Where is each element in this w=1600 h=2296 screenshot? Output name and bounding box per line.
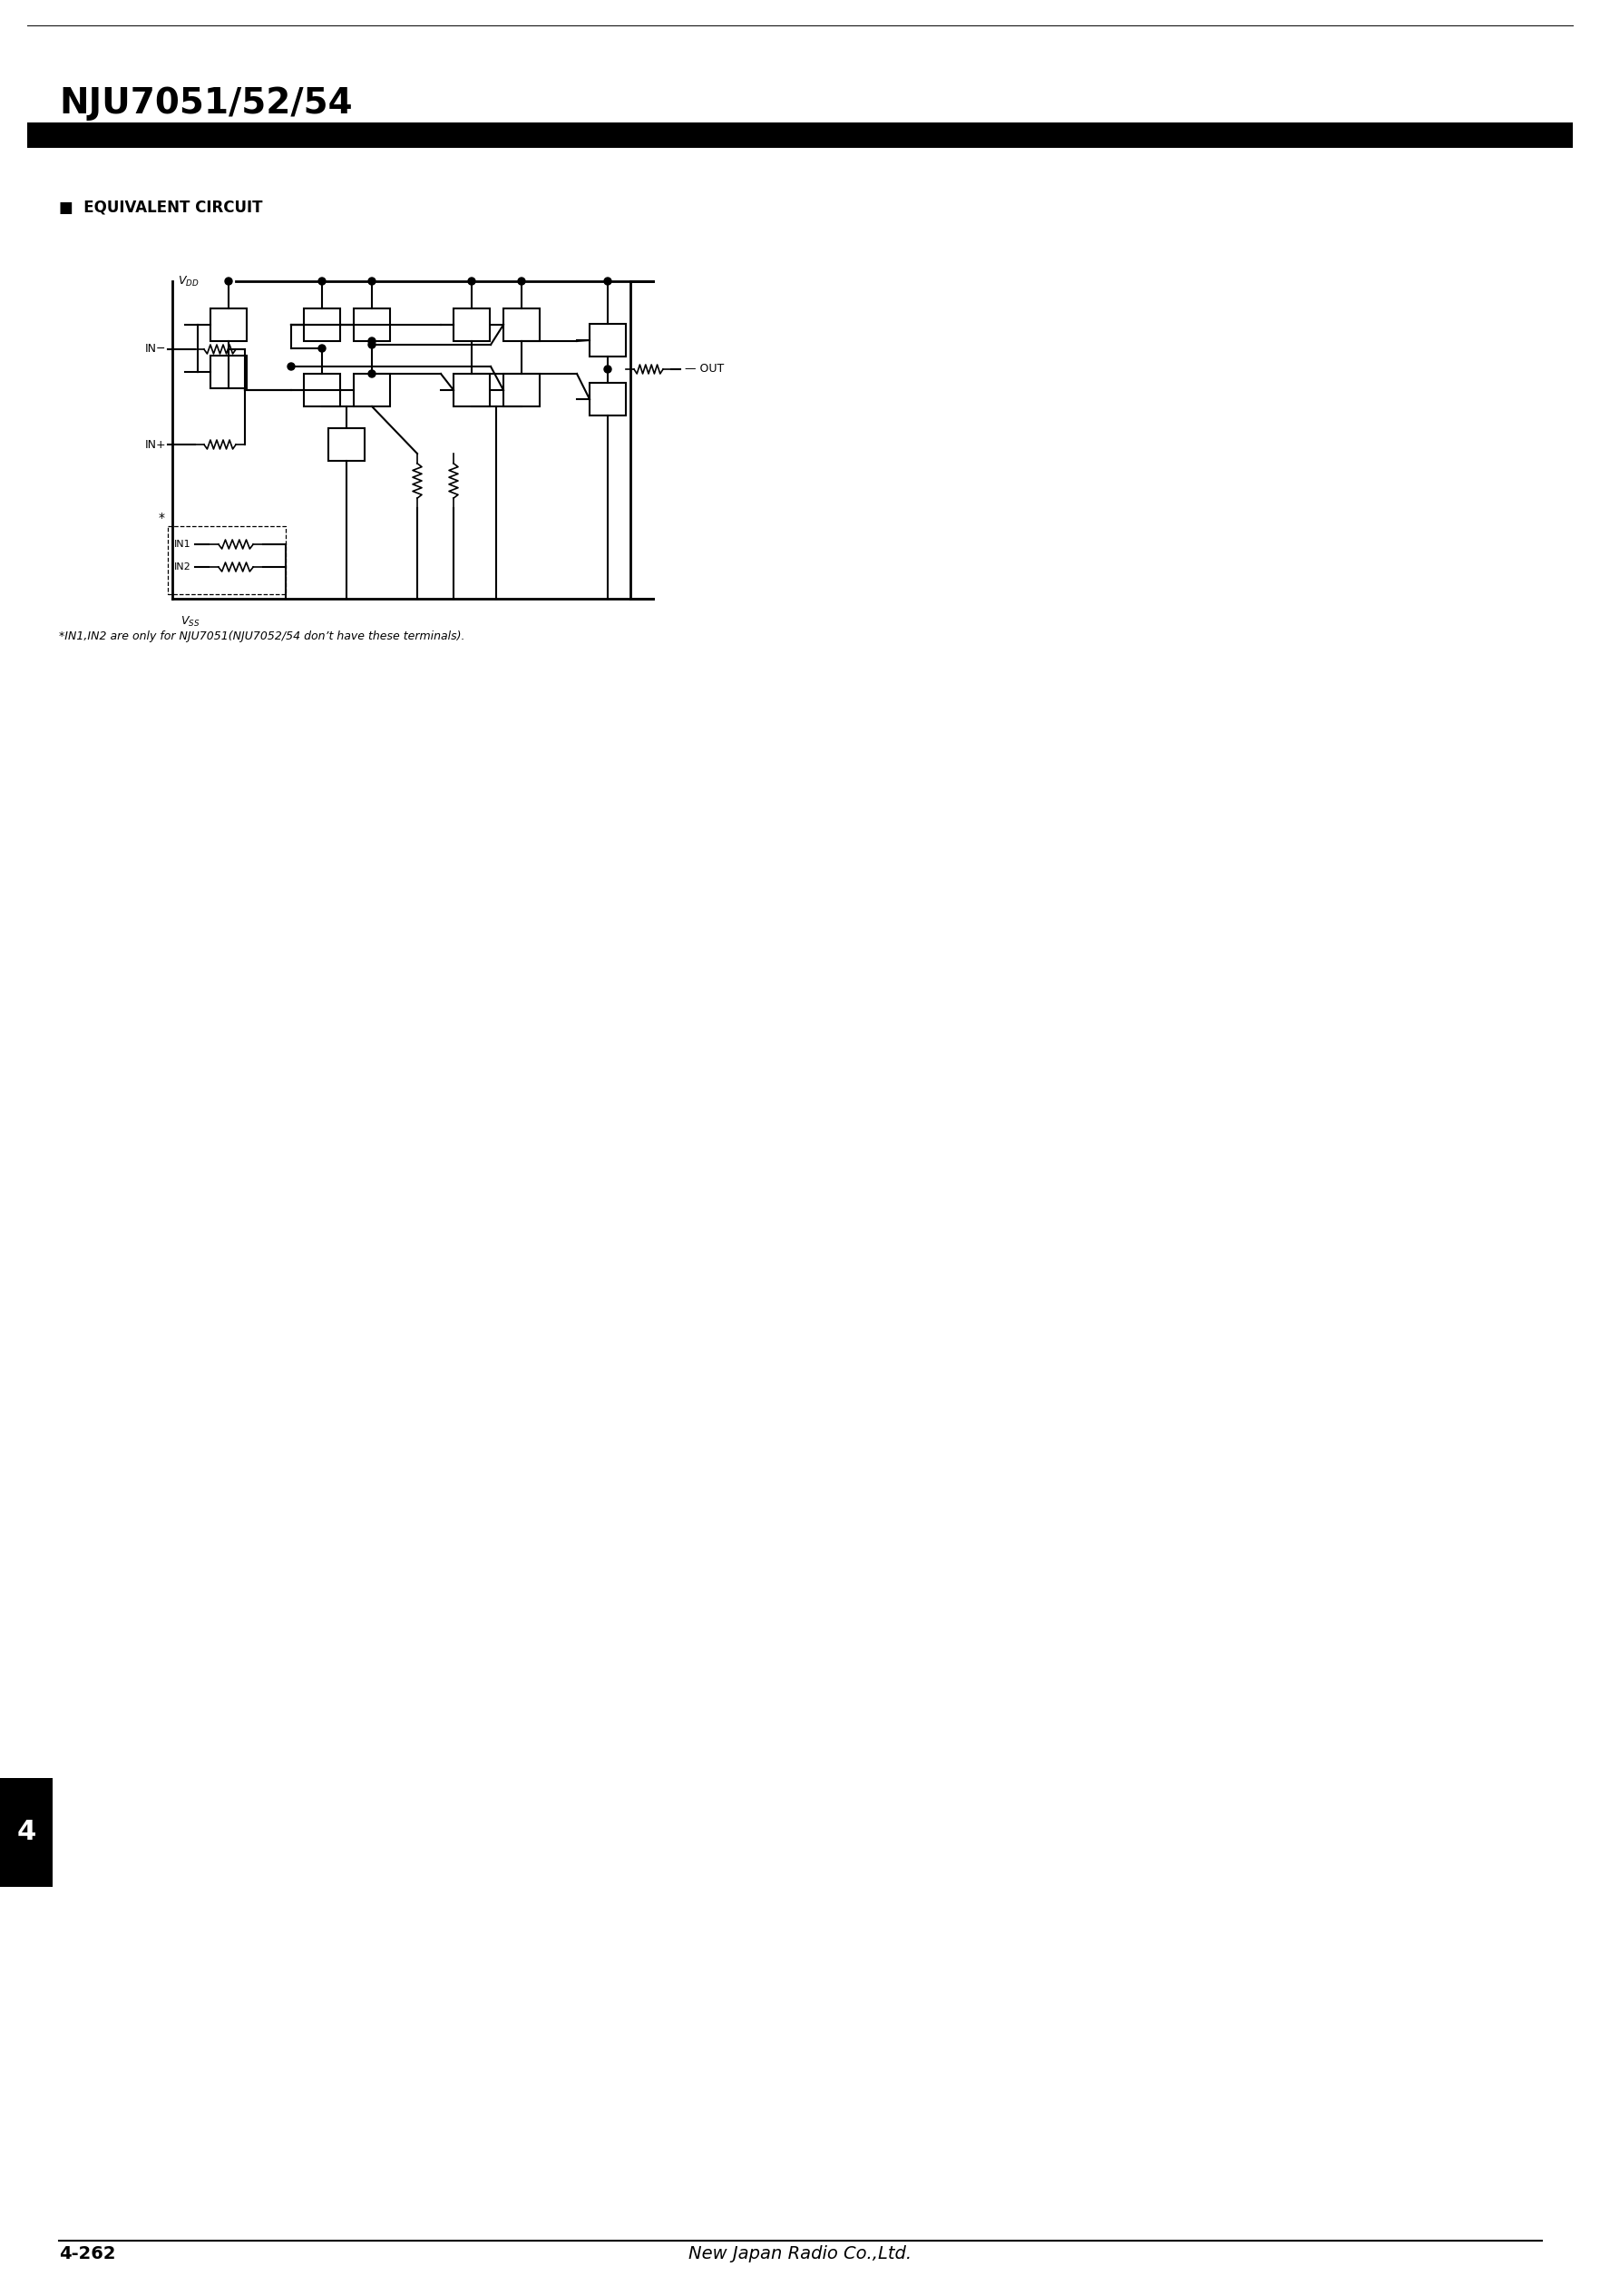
Text: *IN1,IN2 are only for NJU7051(NJU7052/54 don’t have these terminals).: *IN1,IN2 are only for NJU7051(NJU7052/54… — [59, 631, 466, 643]
Bar — [453, 308, 490, 342]
Circle shape — [605, 365, 611, 372]
Circle shape — [226, 278, 232, 285]
Bar — [354, 374, 390, 406]
Text: *: * — [158, 512, 165, 523]
Text: New Japan Radio Co.,Ltd.: New Japan Radio Co.,Ltd. — [688, 2245, 912, 2262]
Circle shape — [368, 338, 376, 344]
Bar — [211, 356, 246, 388]
Circle shape — [518, 278, 525, 285]
Circle shape — [469, 278, 475, 285]
Text: IN−: IN− — [144, 344, 166, 356]
Circle shape — [318, 344, 326, 351]
Text: ■  EQUIVALENT CIRCUIT: ■ EQUIVALENT CIRCUIT — [59, 200, 262, 216]
Bar — [589, 383, 626, 416]
Bar — [504, 308, 539, 342]
Circle shape — [368, 370, 376, 377]
Bar — [304, 374, 341, 406]
Text: — OUT: — OUT — [685, 363, 725, 374]
Bar — [168, 526, 286, 595]
Bar — [0, 1777, 53, 1887]
Text: $V_{SS}$: $V_{SS}$ — [181, 615, 200, 629]
Circle shape — [368, 342, 376, 349]
Bar — [453, 374, 490, 406]
Text: $V_{DD}$: $V_{DD}$ — [178, 273, 200, 287]
Bar — [504, 374, 539, 406]
Bar — [211, 308, 246, 342]
Text: NJU7051/52/54: NJU7051/52/54 — [59, 87, 352, 122]
Text: 4-262: 4-262 — [59, 2245, 115, 2262]
Bar — [27, 122, 1573, 147]
Circle shape — [318, 278, 326, 285]
Bar — [304, 308, 341, 342]
Bar — [354, 308, 390, 342]
Circle shape — [605, 278, 611, 285]
Bar — [328, 427, 365, 461]
Text: IN2: IN2 — [174, 563, 190, 572]
Text: IN1: IN1 — [174, 540, 190, 549]
Circle shape — [368, 278, 376, 285]
Text: 4: 4 — [16, 1818, 35, 1846]
Circle shape — [288, 363, 294, 370]
Bar — [589, 324, 626, 356]
Text: IN+: IN+ — [144, 439, 166, 450]
